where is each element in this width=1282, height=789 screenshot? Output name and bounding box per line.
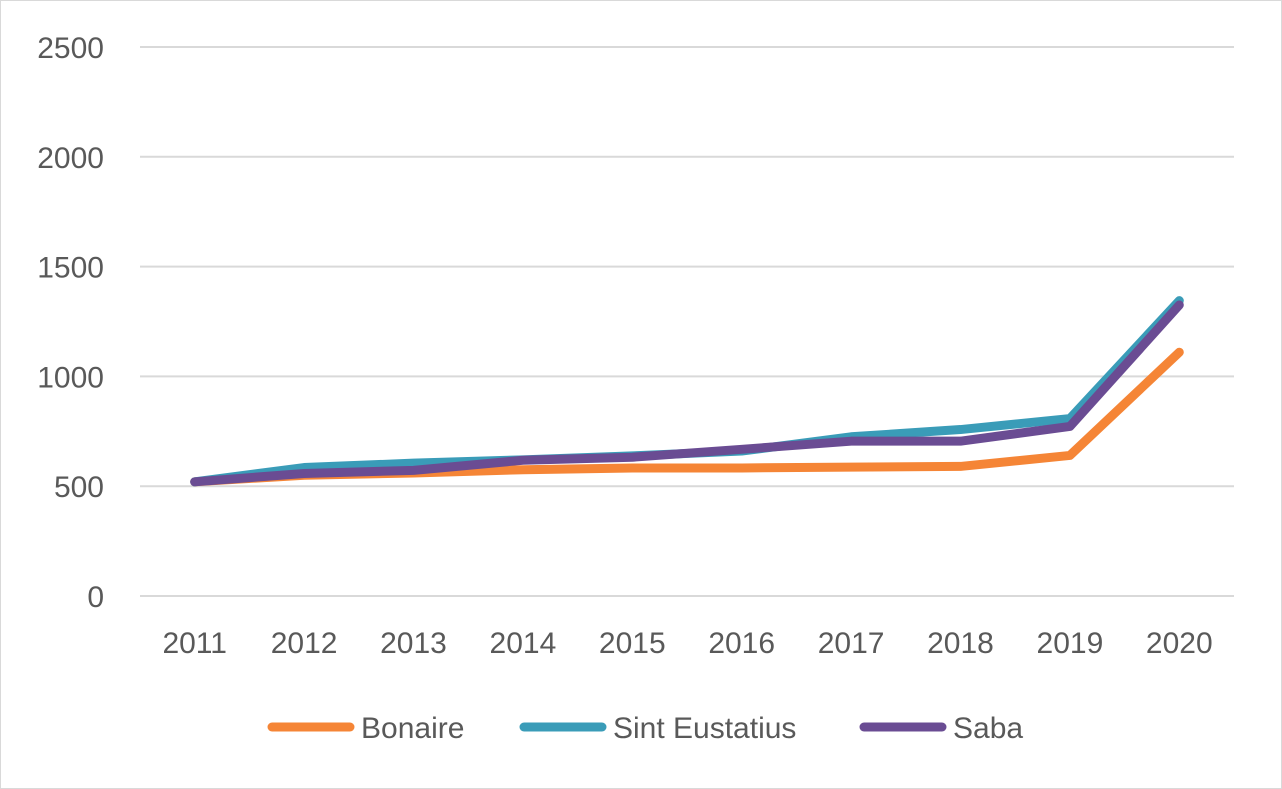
x-axis-ticks: 2011 2012 2013 2014 2015 2016 2017 2018 2019 2020 bbox=[162, 627, 1212, 660]
x-tick-label: 2017 bbox=[818, 627, 885, 660]
x-tick-label: 2015 bbox=[599, 627, 666, 660]
x-tick-label: 2018 bbox=[927, 627, 994, 660]
data-point bbox=[960, 429, 961, 431]
series-saba bbox=[190, 300, 1184, 487]
data-point bbox=[522, 469, 524, 471]
x-tick-label: 2014 bbox=[490, 627, 557, 660]
series-line bbox=[190, 300, 1184, 487]
data-point bbox=[850, 440, 852, 442]
series-lines bbox=[190, 296, 1184, 487]
y-tick-label: 500 bbox=[54, 471, 104, 504]
x-tick-label: 2019 bbox=[1037, 627, 1104, 660]
data-point bbox=[741, 448, 743, 450]
data-point bbox=[1069, 454, 1071, 456]
x-tick-label: 2020 bbox=[1146, 627, 1213, 660]
y-tick-label: 1500 bbox=[37, 252, 104, 285]
legend-label: Saba bbox=[953, 712, 1023, 745]
data-point bbox=[1069, 425, 1071, 427]
data-point bbox=[741, 467, 743, 469]
data-point bbox=[1178, 304, 1180, 306]
data-point bbox=[1069, 418, 1071, 420]
gridlines bbox=[140, 46, 1234, 597]
y-tick-label: 2000 bbox=[37, 142, 104, 175]
x-tick-label: 2013 bbox=[380, 627, 447, 660]
legend-label: Sint Eustatius bbox=[613, 712, 796, 745]
data-point bbox=[303, 472, 305, 474]
legend-item: Sint Eustatius bbox=[519, 712, 796, 745]
data-point bbox=[960, 465, 961, 467]
data-point bbox=[522, 459, 524, 461]
legend-label: Bonaire bbox=[361, 712, 464, 745]
data-point bbox=[194, 481, 196, 483]
data-point bbox=[413, 469, 414, 471]
data-point bbox=[631, 456, 633, 458]
x-tick-label: 2016 bbox=[708, 627, 775, 660]
x-tick-label: 2012 bbox=[271, 627, 338, 660]
y-tick-label: 2500 bbox=[37, 32, 104, 65]
legend-item: Saba bbox=[859, 712, 1023, 745]
y-tick-label: 0 bbox=[87, 581, 104, 614]
data-point bbox=[1178, 351, 1180, 353]
data-point bbox=[850, 466, 852, 468]
data-point bbox=[413, 462, 414, 464]
data-point bbox=[303, 467, 305, 469]
y-tick-label: 1000 bbox=[37, 361, 104, 394]
y-axis-ticks: 0 500 1000 1500 2000 2500 bbox=[37, 32, 104, 614]
legend: Bonaire Sint Eustatius Saba bbox=[267, 712, 1023, 745]
legend-item: Bonaire bbox=[267, 712, 464, 745]
data-point bbox=[631, 467, 633, 469]
data-point bbox=[960, 440, 961, 442]
x-tick-label: 2011 bbox=[162, 627, 227, 660]
